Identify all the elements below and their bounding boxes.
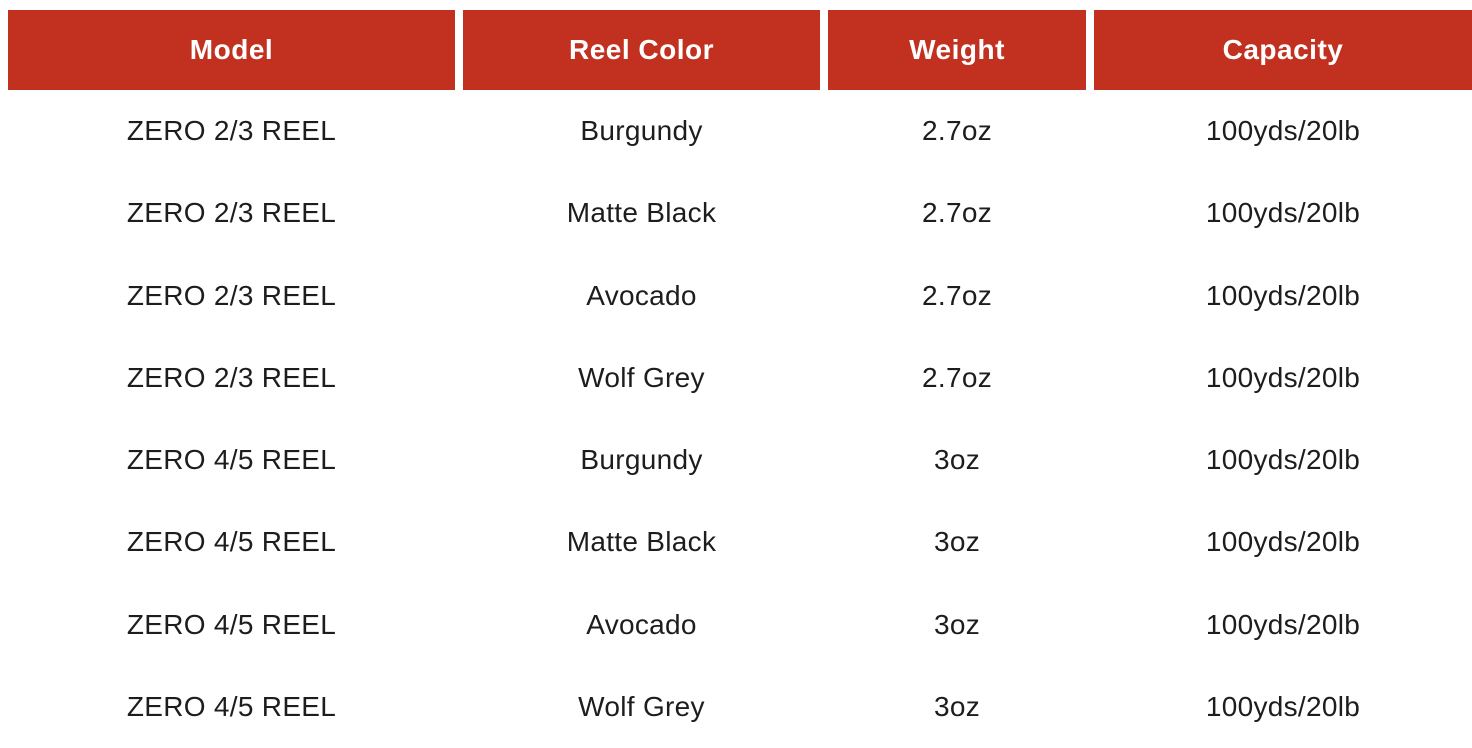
cell-model: ZERO 4/5 REEL bbox=[126, 444, 337, 476]
cell-capacity: 100yds/20lb bbox=[1205, 690, 1361, 722]
table-row: ZERO 4/5 REEL Wolf Grey 3oz 100yds/20lb bbox=[8, 666, 1472, 748]
cell-weight: 3oz bbox=[933, 690, 981, 722]
cell-weight: 2.7oz bbox=[922, 115, 992, 147]
cell-model: ZERO 2/3 REEL bbox=[126, 361, 337, 393]
cell-model: ZERO 4/5 REEL bbox=[126, 526, 337, 558]
header-cell-capacity: Capacity bbox=[1094, 10, 1472, 90]
cell-weight: 2.7oz bbox=[922, 197, 992, 229]
table-row: ZERO 4/5 REEL Burgundy 3oz 100yds/20lb bbox=[8, 419, 1472, 501]
table-row: ZERO 2/3 REEL Wolf Grey 2.7oz 100yds/20lb bbox=[8, 337, 1472, 419]
cell-reel-color: Wolf Grey bbox=[578, 361, 705, 393]
table-header-row: Model Reel Color Weight Capacity bbox=[8, 10, 1472, 90]
cell-weight: 3oz bbox=[933, 608, 981, 640]
cell-weight: 2.7oz bbox=[922, 279, 992, 311]
header-cell-model: Model bbox=[8, 10, 455, 90]
cell-reel-color: Wolf Grey bbox=[578, 690, 705, 722]
table-row: ZERO 2/3 REEL Burgundy 2.7oz 100yds/20lb bbox=[8, 90, 1472, 172]
cell-model: ZERO 2/3 REEL bbox=[126, 279, 337, 311]
cell-reel-color: Burgundy bbox=[580, 115, 703, 147]
cell-reel-color: Avocado bbox=[586, 608, 697, 640]
cell-capacity: 100yds/20lb bbox=[1205, 444, 1361, 476]
cell-model: ZERO 4/5 REEL bbox=[126, 690, 337, 722]
cell-model: ZERO 4/5 REEL bbox=[126, 608, 337, 640]
cell-weight: 3oz bbox=[933, 444, 981, 476]
table-row: ZERO 4/5 REEL Matte Black 3oz 100yds/20lb bbox=[8, 501, 1472, 583]
table-row: ZERO 2/3 REEL Avocado 2.7oz 100yds/20lb bbox=[8, 255, 1472, 337]
cell-capacity: 100yds/20lb bbox=[1205, 526, 1361, 558]
table-row: ZERO 2/3 REEL Matte Black 2.7oz 100yds/20lb bbox=[8, 172, 1472, 254]
cell-reel-color: Avocado bbox=[586, 279, 697, 311]
cell-capacity: 100yds/20lb bbox=[1205, 279, 1361, 311]
cell-capacity: 100yds/20lb bbox=[1205, 115, 1361, 147]
cell-capacity: 100yds/20lb bbox=[1205, 197, 1361, 229]
header-cell-weight: Weight bbox=[828, 10, 1086, 90]
cell-weight: 3oz bbox=[933, 526, 981, 558]
cell-reel-color: Matte Black bbox=[566, 197, 717, 229]
cell-reel-color: Matte Black bbox=[566, 526, 717, 558]
cell-weight: 2.7oz bbox=[922, 361, 992, 393]
cell-capacity: 100yds/20lb bbox=[1205, 608, 1361, 640]
cell-model: ZERO 2/3 REEL bbox=[126, 197, 337, 229]
cell-model: ZERO 2/3 REEL bbox=[126, 115, 337, 147]
table-body: ZERO 2/3 REEL Burgundy 2.7oz 100yds/20lb ZER… bbox=[8, 90, 1472, 748]
header-cell-reel-color: Reel Color bbox=[463, 10, 820, 90]
cell-capacity: 100yds/20lb bbox=[1205, 361, 1361, 393]
cell-reel-color: Burgundy bbox=[580, 444, 703, 476]
table-row: ZERO 4/5 REEL Avocado 3oz 100yds/20lb bbox=[8, 584, 1472, 666]
